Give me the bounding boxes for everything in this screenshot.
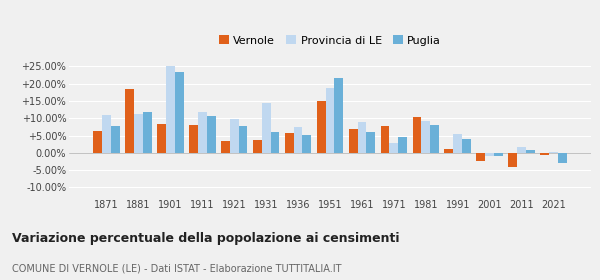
Bar [206,116,215,153]
Bar [239,126,247,153]
Bar [430,125,439,153]
Bar [262,103,271,153]
Bar [454,134,463,153]
Bar [526,150,535,153]
Bar [221,141,230,153]
Bar [326,88,334,153]
Bar [517,147,526,153]
Bar [157,124,166,153]
Bar [559,153,567,163]
Bar [550,152,559,153]
Bar [445,149,454,153]
Legend: Vernole, Provincia di LE, Puglia: Vernole, Provincia di LE, Puglia [214,31,446,50]
Text: COMUNE DI VERNOLE (LE) - Dati ISTAT - Elaborazione TUTTITALIA.IT: COMUNE DI VERNOLE (LE) - Dati ISTAT - El… [12,263,341,273]
Bar [463,139,472,153]
Bar [349,129,358,153]
Bar [476,153,485,162]
Bar [188,125,197,153]
Bar [101,115,110,153]
Bar [380,126,389,153]
Bar [508,153,517,167]
Bar [284,133,293,153]
Bar [293,127,302,153]
Text: Variazione percentuale della popolazione ai censimenti: Variazione percentuale della popolazione… [12,232,400,245]
Bar [93,131,101,153]
Bar [389,143,398,153]
Bar [110,126,119,153]
Bar [485,153,494,156]
Bar [271,132,280,153]
Bar [317,101,326,153]
Bar [367,132,376,153]
Bar [197,112,206,153]
Bar [358,122,367,153]
Bar [134,114,143,153]
Bar [334,78,343,153]
Bar [541,153,550,155]
Bar [143,112,152,153]
Bar [398,137,407,153]
Bar [253,140,262,153]
Bar [175,72,184,153]
Bar [413,117,421,153]
Bar [494,153,503,156]
Bar [166,66,175,153]
Bar [125,89,134,153]
Bar [421,121,430,153]
Bar [302,135,311,153]
Bar [230,118,239,153]
